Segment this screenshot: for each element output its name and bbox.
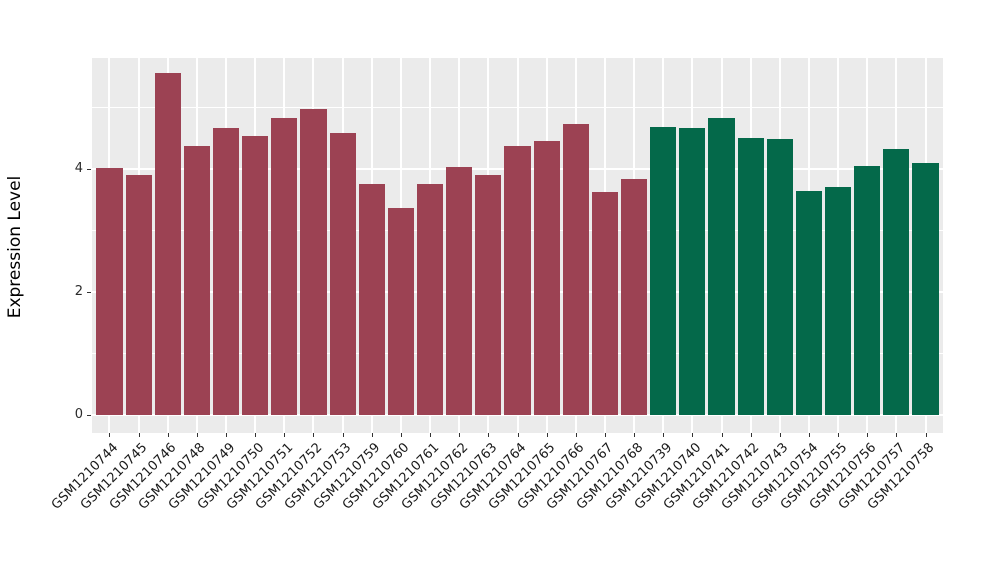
bar-GSM1210760 bbox=[387, 207, 415, 415]
bar-GSM1210767 bbox=[591, 191, 619, 415]
y-tick-2 bbox=[87, 292, 91, 293]
x-tick-GSM1210764 bbox=[517, 433, 519, 437]
x-tick-GSM1210750 bbox=[255, 433, 257, 437]
bar-GSM1210740 bbox=[679, 128, 706, 415]
x-tick-GSM1210762 bbox=[459, 433, 461, 437]
bar-GSM1210748 bbox=[183, 146, 211, 415]
x-tick-GSM1210766 bbox=[575, 433, 577, 437]
bar-GSM1210763 bbox=[475, 175, 502, 415]
bar-GSM1210739 bbox=[650, 126, 677, 415]
x-tick-GSM1210759 bbox=[371, 433, 373, 437]
x-tick-GSM1210753 bbox=[342, 433, 344, 437]
x-tick-GSM1210755 bbox=[838, 433, 840, 437]
x-tick-GSM1210761 bbox=[430, 433, 432, 437]
y-axis-title: Expression Level bbox=[5, 175, 25, 319]
x-tick-GSM1210752 bbox=[313, 433, 315, 437]
bar-GSM1210756 bbox=[854, 165, 881, 415]
x-tick-GSM1210754 bbox=[808, 433, 810, 437]
x-tick-GSM1210748 bbox=[196, 433, 198, 437]
x-tick-GSM1210746 bbox=[167, 433, 169, 437]
x-tick-GSM1210756 bbox=[867, 433, 869, 437]
x-tick-GSM1210742 bbox=[750, 433, 752, 437]
bar-GSM1210753 bbox=[329, 133, 356, 415]
bar-GSM1210749 bbox=[212, 128, 240, 415]
x-tick-GSM1210765 bbox=[546, 433, 548, 437]
bar-GSM1210758 bbox=[912, 163, 939, 415]
y-tick-label-4: 4 bbox=[74, 161, 83, 176]
bar-GSM1210761 bbox=[416, 184, 444, 415]
bar-GSM1210752 bbox=[300, 108, 327, 415]
x-tick-GSM1210760 bbox=[400, 433, 402, 437]
x-tick-GSM1210749 bbox=[226, 433, 228, 437]
plot-panel bbox=[92, 58, 943, 433]
bar-GSM1210742 bbox=[737, 137, 764, 415]
x-tick-GSM1210744 bbox=[109, 433, 111, 437]
x-tick-GSM1210741 bbox=[721, 433, 723, 437]
x-tick-GSM1210745 bbox=[138, 433, 140, 437]
bar-GSM1210745 bbox=[125, 175, 152, 415]
x-tick-GSM1210757 bbox=[896, 433, 898, 437]
x-tick-GSM1210743 bbox=[779, 433, 781, 437]
bar-GSM1210764 bbox=[504, 146, 531, 415]
bar-GSM1210750 bbox=[242, 136, 269, 415]
x-tick-GSM1210763 bbox=[488, 433, 490, 437]
x-tick-GSM1210739 bbox=[663, 433, 665, 437]
bar-GSM1210759 bbox=[358, 183, 385, 415]
y-tick-4 bbox=[87, 169, 91, 170]
x-tick-GSM1210767 bbox=[604, 433, 606, 437]
x-tick-GSM1210758 bbox=[925, 433, 927, 437]
bar-GSM1210768 bbox=[620, 178, 648, 415]
bar-GSM1210743 bbox=[766, 138, 793, 415]
bar-GSM1210762 bbox=[446, 166, 473, 415]
bar-GSM1210751 bbox=[271, 117, 298, 415]
x-tick-GSM1210751 bbox=[284, 433, 286, 437]
bar-GSM1210744 bbox=[96, 167, 123, 415]
bar-GSM1210757 bbox=[883, 148, 910, 415]
y-tick-0 bbox=[87, 415, 91, 416]
bar-GSM1210765 bbox=[533, 140, 560, 415]
bar-GSM1210741 bbox=[708, 117, 735, 415]
bar-GSM1210754 bbox=[795, 190, 823, 415]
bar-GSM1210766 bbox=[562, 124, 589, 415]
y-tick-label-0: 0 bbox=[74, 407, 83, 422]
x-tick-GSM1210768 bbox=[634, 433, 636, 437]
bar-GSM1210746 bbox=[154, 73, 181, 415]
bar-GSM1210755 bbox=[824, 187, 852, 415]
x-tick-GSM1210740 bbox=[692, 433, 694, 437]
y-tick-label-2: 2 bbox=[74, 284, 83, 299]
